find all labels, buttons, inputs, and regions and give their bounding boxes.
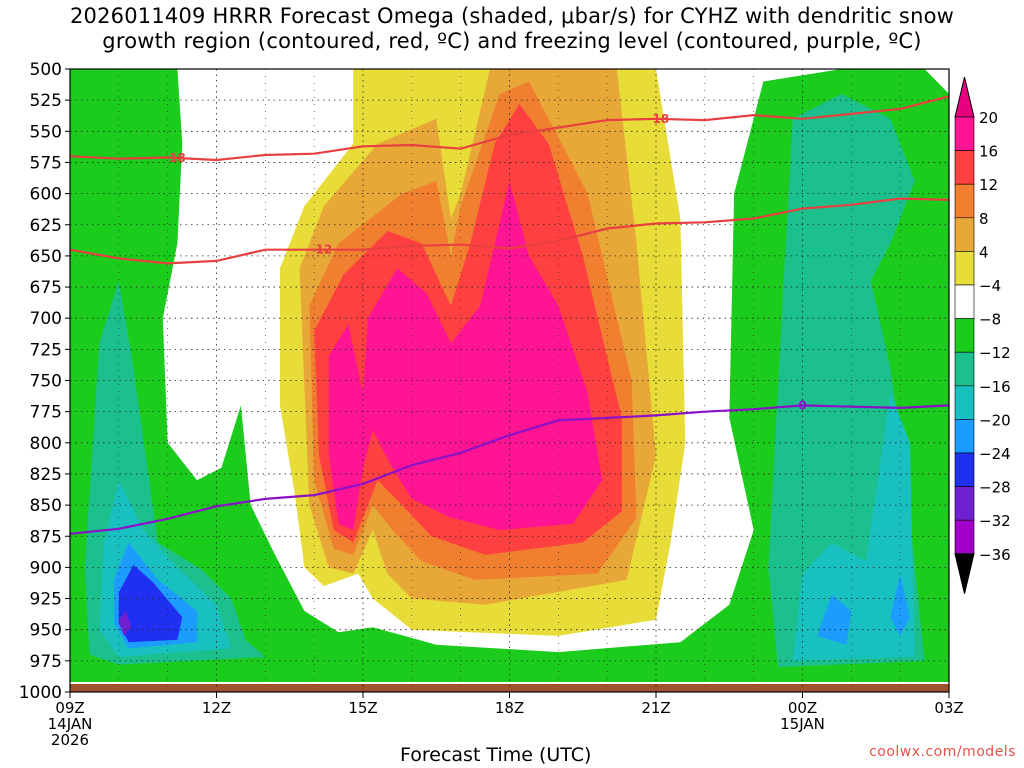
surface-strip — [70, 684, 949, 692]
colorbar-swatch-10 — [954, 452, 975, 487]
x-axis-title: Forecast Time (UTC) — [400, 744, 592, 766]
colorbar-label-3: 8 — [979, 210, 989, 228]
colorbar-label-1: 16 — [979, 143, 998, 161]
y-tick-label-750: 750 — [30, 372, 62, 392]
y-tick-label-600: 600 — [30, 185, 62, 205]
colorbar-label-2: 12 — [979, 176, 998, 194]
y-tick-label-825: 825 — [30, 465, 62, 485]
y-tick-label-850: 850 — [30, 496, 62, 516]
omega-sink-16b — [817, 594, 852, 645]
omega-sink-12b — [792, 393, 915, 661]
y-tick-label-1000: 1000 — [19, 683, 62, 703]
x-tick-label-03Z: 03Z — [934, 699, 963, 717]
dgz-12-line — [69, 197, 950, 265]
colorbar-top-arrow — [954, 76, 975, 118]
y-tick-label-625: 625 — [30, 216, 62, 236]
y-tick-label-500: 500 — [30, 60, 62, 80]
colorbar-legend: 20 16 12 8 4 −4 −8 −12 −16 −20 −24 −28 −32 −36 — [954, 76, 1011, 594]
chart-title: 2026011409 HRRR Forecast Omega (shaded, … — [0, 4, 1024, 54]
colorbar-swatch-0 — [954, 116, 975, 151]
freezing-0-line — [69, 404, 950, 535]
colorbar-label-5: −4 — [979, 277, 1001, 295]
colorbar-swatch-6 — [954, 318, 975, 353]
x-tick-label-18Z: 18Z — [495, 699, 524, 717]
colorbar-label-9: −20 — [979, 411, 1011, 429]
y-tick-label-550: 550 — [30, 122, 62, 142]
omega-shading — [70, 69, 949, 682]
dgz-18-line — [69, 95, 950, 162]
x-tick-label-15Z: 15Z — [348, 699, 377, 717]
x-tick-label-00Z: 00Z — [788, 699, 817, 717]
colorbar-swatch-5 — [954, 284, 975, 319]
dgz-18-label-0: 18 — [169, 151, 186, 165]
omega-sink-24 — [118, 611, 131, 636]
colorbar-label-7: −12 — [979, 344, 1011, 362]
y-tick-label-975: 975 — [30, 652, 62, 672]
colorbar-swatch-8 — [954, 385, 975, 420]
y-tick-label-900: 900 — [30, 558, 62, 578]
y-tick-label-775: 775 — [30, 403, 62, 423]
colorbar-swatch-11 — [954, 486, 975, 521]
y-tick-label-800: 800 — [30, 434, 62, 454]
freezing-0-label-0: 0 — [798, 398, 806, 412]
y-tick-label-525: 525 — [30, 91, 62, 111]
omega-sink-20 — [118, 564, 183, 643]
x-tick-label-21Z: 21Z — [641, 699, 670, 717]
colorbar-swatch-1 — [954, 150, 975, 185]
y-tick-label-675: 675 — [30, 278, 62, 298]
colorbar-swatch-12 — [954, 519, 975, 555]
y-tick-label-725: 725 — [30, 340, 62, 360]
y-tick-label-575: 575 — [30, 153, 62, 173]
dgz-18-label-1: 18 — [653, 112, 670, 126]
colorbar-label-0: 20 — [979, 109, 998, 127]
colorbar-label-8: −16 — [979, 378, 1011, 396]
colorbar-label-10: −24 — [979, 445, 1011, 463]
colorbar-bottom-arrow — [954, 553, 975, 594]
y-tick-label-875: 875 — [30, 527, 62, 547]
colorbar-label-11: −28 — [979, 479, 1011, 497]
x-tick-label-12Z: 12Z — [202, 699, 231, 717]
colorbar-swatch-7 — [954, 351, 975, 387]
chart-title-line-2: growth region (contoured, red, ºC) and f… — [102, 29, 922, 53]
colorbar-swatch-4 — [954, 251, 975, 286]
colorbar-swatch-9 — [954, 419, 975, 454]
x-tick-label-09Z: 09Z — [55, 699, 84, 717]
y-tick-label-950: 950 — [30, 621, 62, 641]
chart-title-line-1: 2026011409 HRRR Forecast Omega (shaded, … — [69, 4, 955, 28]
omega-rise-20 — [328, 181, 603, 530]
colorbar-label-12: −32 — [979, 512, 1011, 530]
y-tick-label-650: 650 — [30, 247, 62, 267]
x-tick-sublabel-09Z-0: 14JAN — [48, 715, 93, 733]
y-tick-label-925: 925 — [30, 590, 62, 610]
colorbar-swatch-2 — [954, 183, 975, 219]
y-tick-label-700: 700 — [30, 309, 62, 329]
colorbar-label-6: −8 — [979, 311, 1001, 329]
dgz-12-label-0: 12 — [316, 243, 333, 257]
pressure-axis: 500 525 550 575 600 625 650 675 700 725 750 775 800 8… — [19, 60, 70, 703]
x-tick-sublabel-09Z-1: 2026 — [51, 731, 89, 749]
temperature-contours: 18 18 12 0 — [69, 95, 950, 535]
x-tick-sublabel-00Z-0: 15JAN — [780, 715, 825, 733]
colorbar-swatch-3 — [954, 217, 975, 252]
colorbar-label-4: 4 — [979, 243, 989, 261]
colorbar-label-13: −36 — [979, 546, 1011, 564]
omega-sink-16c — [890, 573, 910, 636]
watermark: coolwx.com/models — [869, 744, 1016, 760]
